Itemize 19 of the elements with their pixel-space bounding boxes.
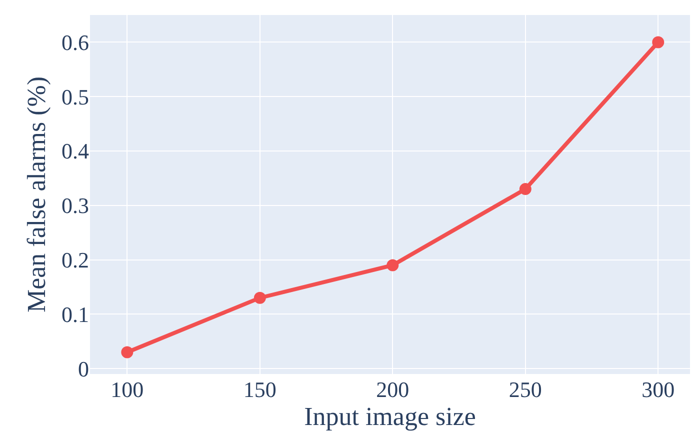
- y-tick-label: 0.5: [62, 84, 89, 110]
- x-tick-label: 250: [508, 377, 542, 402]
- x-axis-title: Input image size: [304, 402, 476, 431]
- point: [254, 292, 266, 304]
- y-tick-label: 0.2: [62, 247, 89, 272]
- y-axis-title: Mean false alarms (%): [22, 76, 51, 313]
- point: [386, 259, 399, 272]
- x-tick-label: 100: [110, 377, 144, 402]
- point: [121, 346, 134, 358]
- y-tick-label: 0.1: [62, 302, 89, 327]
- y-tick-label: 0.6: [62, 30, 89, 55]
- x-tick-label: 300: [642, 377, 675, 402]
- x-tick-label: 150: [243, 377, 276, 402]
- y-tick-label: 0: [78, 356, 89, 382]
- y-tick-label: 0.4: [62, 138, 89, 164]
- point: [519, 183, 532, 196]
- point: [652, 36, 664, 48]
- y-tick-label: 0.3: [62, 193, 89, 218]
- x-tick-label: 200: [376, 377, 410, 402]
